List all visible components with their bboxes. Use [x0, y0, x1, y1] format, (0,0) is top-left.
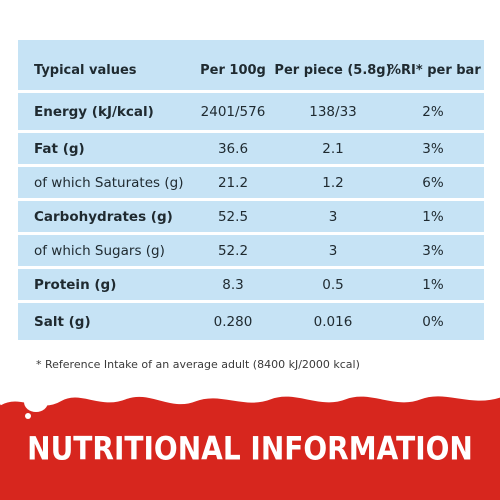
- table-row: of which Sugars (g) 52.2 3 3%: [18, 235, 484, 266]
- row-separator: [18, 198, 484, 201]
- row-per-100g: 21.2: [217, 174, 249, 191]
- row-label: Carbohydrates (g): [34, 208, 173, 225]
- header-typical-values: Typical values: [34, 62, 137, 78]
- row-per-100g: 0.280: [213, 313, 253, 330]
- row-ri: 2%: [422, 103, 444, 120]
- row-per-100g: 2401/576: [200, 103, 266, 120]
- row-separator: [18, 164, 484, 167]
- red-wave-banner: [0, 393, 500, 500]
- table-header-row: Typical values Per 100g Per piece (5.8g)…: [18, 50, 484, 90]
- row-ri: 3%: [422, 140, 444, 157]
- row-per-piece: 138/33: [309, 103, 357, 120]
- table-row: Fat (g) 36.6 2.1 3%: [18, 133, 484, 164]
- row-per-100g: 52.5: [217, 208, 249, 225]
- row-per-piece: 1.2: [322, 174, 344, 191]
- header-per-100g: Per 100g: [200, 62, 266, 78]
- row-label: of which Sugars (g): [34, 242, 165, 259]
- header-ri: %RI* per bar: [388, 62, 481, 78]
- row-label: Protein (g): [34, 276, 117, 293]
- nutritional-information-title: NUTRITIONAL INFORMATION: [27, 429, 473, 468]
- table-row: of which Saturates (g) 21.2 1.2 6%: [18, 167, 484, 198]
- row-per-100g: 36.6: [217, 140, 249, 157]
- table-row: Energy (kJ/kcal) 2401/576 138/33 2%: [18, 93, 484, 130]
- row-separator: [18, 130, 484, 133]
- table-row: Salt (g) 0.280 0.016 0%: [18, 303, 484, 340]
- table-row: Carbohydrates (g) 52.5 3 1%: [18, 201, 484, 232]
- milk-splash-icon: [24, 388, 58, 419]
- row-ri: 1%: [422, 276, 444, 293]
- row-per-100g: 52.2: [217, 242, 249, 259]
- row-per-piece: 0.016: [313, 313, 353, 330]
- row-label: Energy (kJ/kcal): [34, 103, 154, 120]
- row-per-piece: 2.1: [322, 140, 344, 157]
- table-row: Protein (g) 8.3 0.5 1%: [18, 269, 484, 300]
- row-label: Fat (g): [34, 140, 85, 157]
- row-label: Salt (g): [34, 313, 91, 330]
- row-per-piece: 0.5: [322, 276, 344, 293]
- row-separator: [18, 232, 484, 235]
- row-label: of which Saturates (g): [34, 174, 184, 191]
- row-separator: [18, 266, 484, 269]
- row-ri: 6%: [422, 174, 444, 191]
- header-per-piece: Per piece (5.8g): [274, 62, 392, 78]
- row-per-piece: 3: [328, 208, 338, 225]
- row-ri: 1%: [422, 208, 444, 225]
- row-separator: [18, 90, 484, 93]
- row-ri: 3%: [422, 242, 444, 259]
- row-per-piece: 3: [328, 242, 338, 259]
- reference-intake-footnote: * Reference Intake of an average adult (…: [36, 358, 360, 371]
- row-ri: 0%: [422, 313, 444, 330]
- row-separator: [18, 300, 484, 303]
- row-per-100g: 8.3: [222, 276, 244, 293]
